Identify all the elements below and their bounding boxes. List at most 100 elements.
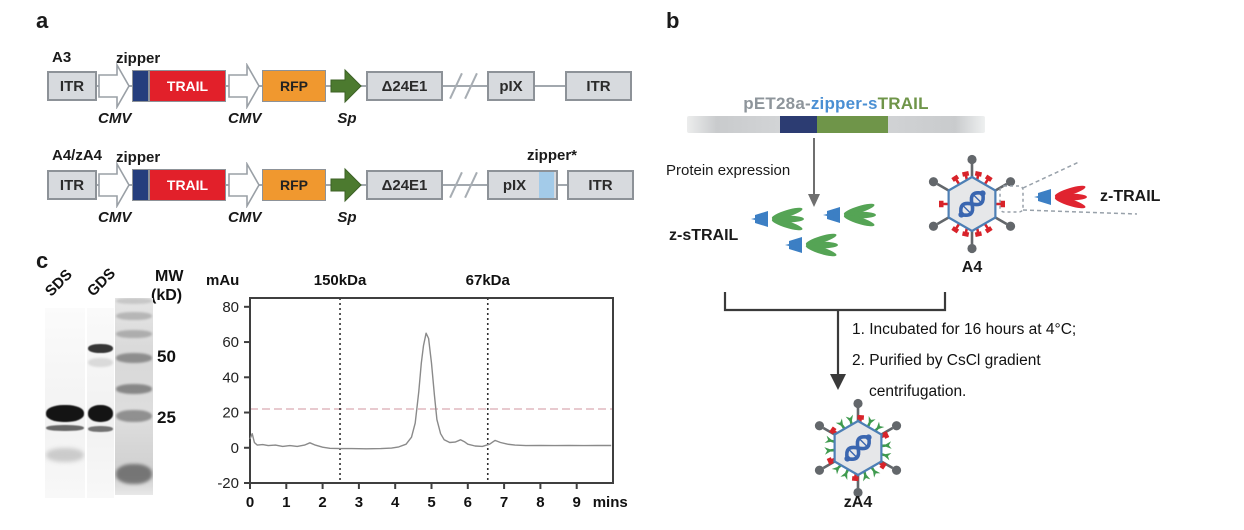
svg-text:20: 20 [222, 405, 239, 422]
gel-band [87, 405, 114, 422]
plasmid-name: pET28a-zipper-sTRAIL [687, 94, 985, 114]
z-strail-trimer-icon [751, 207, 804, 231]
incubation-step-1: 1. Incubated for 16 hours at 4°C; [852, 321, 1077, 338]
a4-d24e1-box: Δ24E1 [366, 170, 443, 200]
gel-lane-ladder [115, 298, 153, 495]
a4-zipper-star-segment [539, 172, 554, 198]
a3-cmv2-promoter-arrow [228, 63, 260, 109]
svg-text:60: 60 [222, 334, 239, 351]
plasmid-s-text: s [867, 94, 878, 113]
a3-cmv1-label: CMV [98, 110, 132, 127]
gel-mw-unit: (kD) [151, 287, 183, 304]
a4-cmv2-promoter-arrow [228, 162, 260, 208]
a3-cmv2-label: CMV [228, 110, 262, 127]
svg-text:80: 80 [222, 299, 239, 316]
panel-a-label: a [36, 8, 49, 33]
svg-text:6: 6 [464, 494, 472, 511]
construct-a4-name: A4/zA4 [52, 147, 103, 164]
z-strail-label: z-sTRAIL [669, 227, 739, 244]
svg-text:8: 8 [536, 494, 544, 511]
a3-rfp-box: RFP [262, 70, 326, 102]
a4-trail-box: TRAIL [149, 169, 226, 201]
plasmid-dash: - [804, 94, 811, 113]
a3-itr-left-box: ITR [47, 71, 97, 101]
gel-mw-label: MW [155, 268, 184, 285]
a3-sp-promoter-arrow [330, 68, 362, 104]
gel-lane-label-gds: GDS [83, 264, 119, 300]
panel-b-label: b [666, 8, 680, 33]
svg-text:150kDa: 150kDa [314, 272, 367, 289]
za4-virus-label: zA4 [843, 494, 873, 511]
gel-lane-sds [45, 308, 85, 498]
plasmid-dash: - [862, 94, 868, 113]
gel-band [45, 448, 85, 462]
svg-text:3: 3 [355, 494, 363, 511]
gel-band [115, 298, 153, 304]
svg-text:1: 1 [282, 494, 290, 511]
gel-band [115, 353, 153, 363]
panel-c-label: c [36, 248, 49, 273]
gel-band [115, 312, 153, 320]
a4-cmv2-label: CMV [228, 209, 262, 226]
a3-zipper-label: zipper [116, 50, 161, 67]
gel-band [45, 425, 85, 431]
purification-step-2: 2. Purified by CsCl gradient [852, 352, 1041, 369]
a4-virus-icon [928, 154, 1016, 254]
combine-bracket-arrow [723, 292, 947, 390]
svg-text:40: 40 [222, 369, 239, 386]
a4-zipper-star-label: zipper* [527, 147, 578, 164]
a4-itr-right-box: ITR [567, 170, 634, 200]
gel-band [115, 384, 153, 394]
svg-text:4: 4 [391, 494, 400, 511]
svg-text:0: 0 [231, 440, 239, 457]
a4-rfp-box: RFP [262, 169, 326, 201]
sec-chromatogram-chart: 150kDa 67kDa 80 60 40 20 0 -20 0 1 2 3 4 5 6 7 8 9 mAu mins [206, 272, 628, 511]
svg-text:-20: -20 [217, 475, 239, 492]
a4-pix-text: pIX [502, 176, 527, 194]
svg-text:5: 5 [427, 494, 435, 511]
gel-band [115, 330, 153, 338]
gel-marker-25: 25 [157, 408, 176, 427]
za4-virus-icon [814, 398, 902, 498]
a4-pix-box: pIX [487, 170, 558, 200]
gel-band [115, 464, 153, 484]
z-trail-label: z-TRAIL [1100, 188, 1161, 205]
plasmid-trail-text: TRAIL [877, 94, 929, 113]
magnify-callout-dashes [999, 161, 1138, 215]
construct-a3-name: A3 [52, 49, 72, 66]
plasmid-zipper-text: zipper [810, 94, 863, 113]
plasmid-bar [687, 116, 985, 133]
a4-cmv1-promoter-arrow [98, 162, 130, 208]
a4-cmv1-label: CMV [98, 209, 132, 226]
z-strail-trimer-icon [785, 233, 838, 257]
gel-band [115, 410, 153, 422]
a4-zipper-box [132, 169, 149, 201]
a3-d24e1-box: Δ24E1 [366, 71, 443, 101]
svg-text:mins: mins [593, 494, 628, 511]
a3-cmv1-promoter-arrow [98, 63, 130, 109]
a3-trail-box: TRAIL [149, 70, 226, 102]
gel-band [87, 426, 114, 432]
plasmid-vector-text: pET28a [743, 94, 805, 113]
svg-text:2: 2 [318, 494, 326, 511]
gel-marker-50: 50 [157, 347, 176, 366]
protein-expression-label: Protein expression [666, 162, 791, 179]
purification-step-2-cont: centrifugation. [869, 383, 967, 400]
plasmid-zipper-segment [780, 116, 817, 133]
gel-band [87, 344, 114, 353]
svg-text:mAu: mAu [206, 272, 239, 289]
a4-sp-promoter-arrow [330, 167, 362, 203]
z-strail-trimer-icon [823, 203, 876, 227]
svg-text:67kDa: 67kDa [466, 272, 511, 289]
svg-text:0: 0 [246, 494, 254, 511]
a3-sp-label: Sp [337, 110, 357, 127]
a4-sp-label: Sp [337, 209, 357, 226]
a4-virus-label: A4 [961, 259, 983, 276]
svg-text:7: 7 [500, 494, 508, 511]
z-trail-icon [1034, 185, 1087, 209]
a3-pix-box: pIX [487, 71, 535, 101]
gel-band [87, 358, 114, 367]
a3-zipper-box [132, 70, 149, 102]
a3-itr-right-box: ITR [565, 71, 632, 101]
